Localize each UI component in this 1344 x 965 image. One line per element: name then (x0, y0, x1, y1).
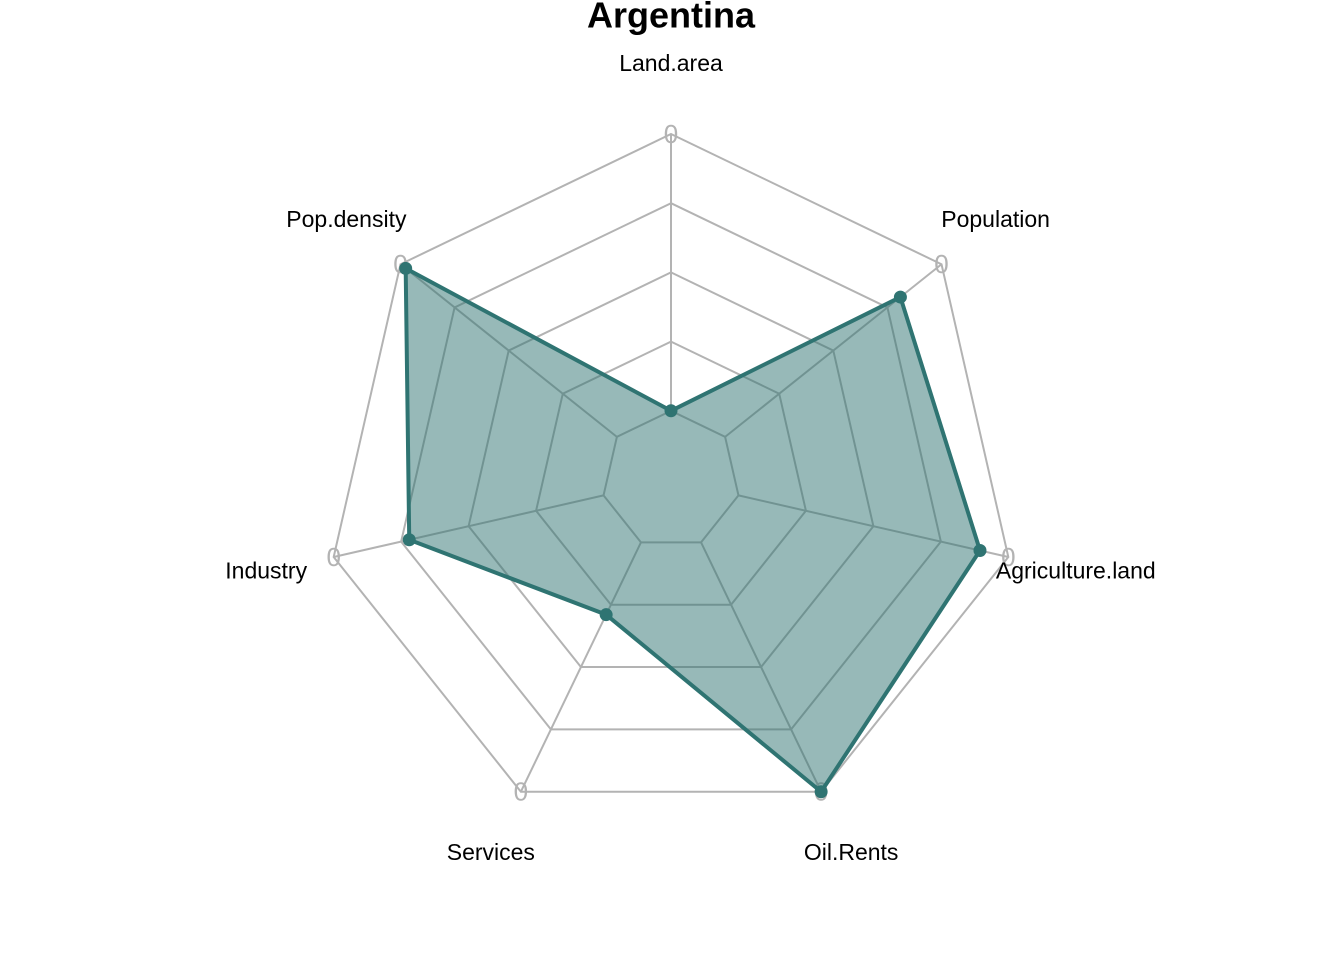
vertex-label: 0 (514, 777, 528, 807)
vertex-label: 0 (934, 249, 948, 279)
axis-label: Industry (225, 557, 307, 583)
data-point (399, 261, 413, 275)
axis-label: Agriculture.land (996, 557, 1156, 583)
data-point (664, 404, 678, 418)
data-point (599, 608, 613, 622)
axis-label: Population (941, 206, 1050, 232)
axis-label: Oil.Rents (804, 839, 899, 865)
axis-label: Services (447, 839, 535, 865)
data-point (893, 290, 907, 304)
data-point (973, 544, 987, 558)
data-point (814, 785, 828, 799)
data-point (402, 533, 416, 547)
vertex-label: 0 (1001, 542, 1015, 572)
chart-title: Argentina (587, 0, 756, 36)
vertex-label: 0 (326, 542, 340, 572)
axis-label: Land.area (619, 50, 723, 76)
grid-ring (332, 132, 1010, 793)
axis-label: Pop.density (286, 206, 407, 232)
vertex-label: 0 (664, 119, 678, 149)
series-area (403, 266, 982, 794)
